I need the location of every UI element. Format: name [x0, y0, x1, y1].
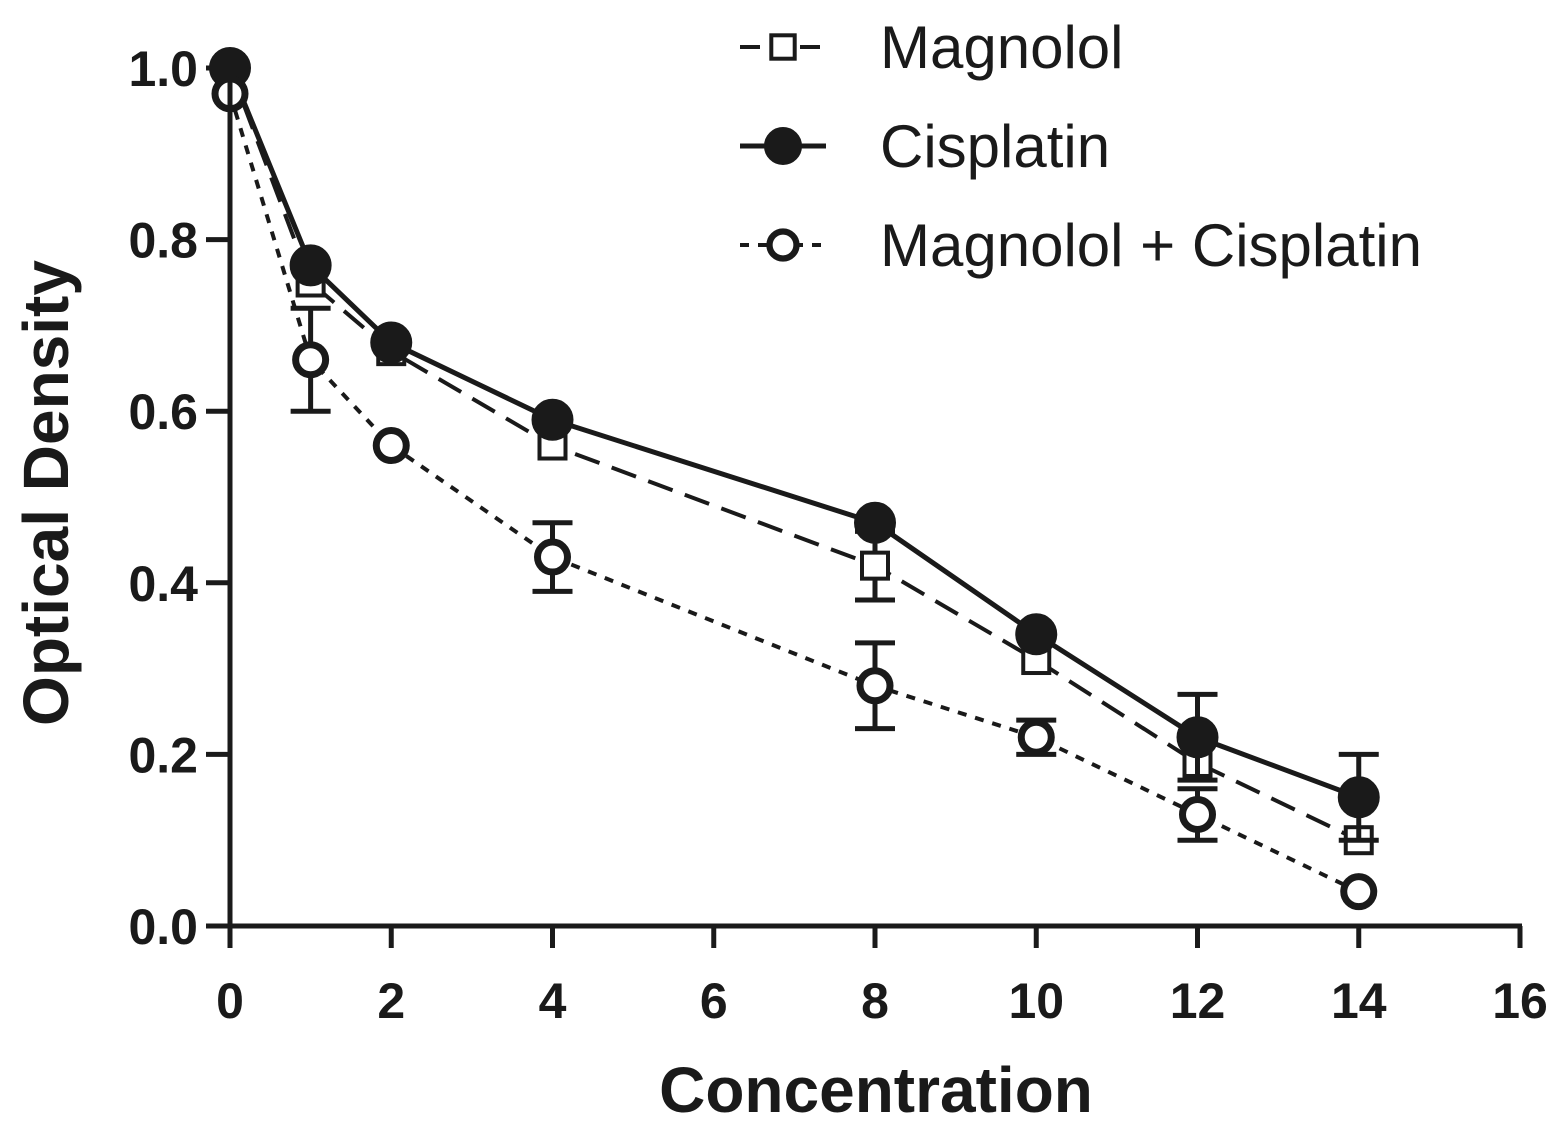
x-tick-label: 4 [539, 973, 567, 1029]
data-point-cisplatin [289, 244, 332, 287]
data-point-cisplatin [370, 321, 413, 364]
data-point-cisplatin [1015, 613, 1058, 656]
data-point-magnolol-cisplatin [534, 538, 571, 576]
y-tick-label: 0.8 [128, 213, 198, 269]
legend-marker-magnolol [769, 33, 797, 61]
legend-marker-magnolol-cisplatin [766, 228, 800, 262]
y-tick-label: 0.0 [128, 899, 198, 955]
data-point-magnolol-cisplatin [372, 427, 410, 465]
y-tick-label: 1.0 [128, 41, 198, 97]
data-point-cisplatin [1337, 776, 1380, 819]
data-point-magnolol-cisplatin [1179, 795, 1216, 833]
x-ticks: 0 2 4 6 8 10 12 14 16 [216, 926, 1548, 1029]
x-tick-label: 8 [861, 973, 889, 1029]
legend-marker-cisplatin [764, 127, 802, 165]
data-point-magnolol-cisplatin [292, 341, 330, 379]
data-point-magnolol [860, 550, 890, 581]
x-tick-label: 16 [1492, 973, 1548, 1029]
y-tick-label: 0.6 [128, 384, 198, 440]
series-magnolol-cisplatin [211, 75, 1378, 911]
data-point-magnolol-cisplatin [1340, 873, 1378, 911]
y-tick-label: 0.4 [128, 556, 198, 612]
x-axis-title: Concentration [659, 1054, 1093, 1126]
x-tick-label: 6 [700, 973, 728, 1029]
plot-series [209, 47, 1380, 911]
series-cisplatin [209, 47, 1380, 843]
data-point-cisplatin [1176, 716, 1219, 759]
data-point-cisplatin [854, 501, 896, 544]
data-point-cisplatin [531, 398, 574, 441]
y-axis-title: Optical Density [10, 260, 82, 726]
x-tick-label: 14 [1331, 973, 1387, 1029]
x-tick-label: 10 [1008, 973, 1064, 1029]
legend-label-magnolol-cisplatin: Magnolol + Cisplatin [880, 212, 1422, 279]
x-tick-label: 0 [216, 973, 244, 1029]
axes: 0 2 4 6 8 10 12 14 16 0.0 0.2 0.4 0.6 0.8 1.0 [128, 41, 1547, 1029]
y-ticks: 0.0 0.2 0.4 0.6 0.8 1.0 [128, 41, 230, 955]
x-tick-label: 2 [377, 973, 405, 1029]
y-tick-label: 0.2 [128, 727, 198, 783]
legend: Magnolol Cisplatin Magnolol + Cisplatin [740, 14, 1422, 279]
legend-label-magnolol: Magnolol [880, 14, 1124, 81]
data-point-magnolol-cisplatin [1017, 718, 1055, 756]
data-point-magnolol-cisplatin [856, 667, 894, 705]
legend-label-cisplatin: Cisplatin [880, 113, 1110, 180]
x-tick-label: 12 [1170, 973, 1226, 1029]
